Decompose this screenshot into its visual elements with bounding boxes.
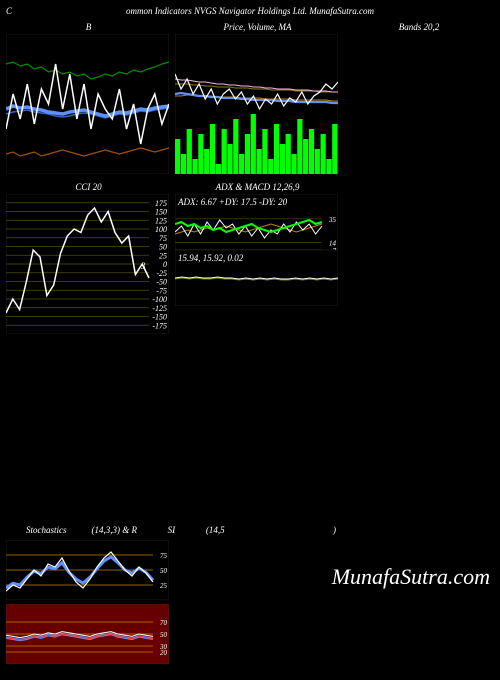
svg-text:-25: -25 — [156, 269, 167, 278]
header-center: ommon Indicators NVGS Navigator Holdings… — [126, 6, 374, 16]
svg-text:7: 7 — [333, 247, 337, 250]
title-adx-macd: ADX & MACD 12,26,9 — [175, 180, 340, 194]
svg-text:20: 20 — [160, 649, 168, 657]
svg-text:25: 25 — [159, 251, 167, 260]
watermark: MunafaSutra.com — [332, 564, 490, 590]
svg-text:ADX: 6.67 +DY: 17.5 -DY: 20: ADX: 6.67 +DY: 17.5 -DY: 20 — [177, 197, 288, 207]
svg-text:175: 175 — [155, 199, 167, 208]
svg-text:50: 50 — [160, 631, 168, 639]
panel-adx-macd: ADX & MACD 12,26,9 ADX: 6.67 +DY: 17.5 -… — [175, 180, 340, 334]
chart-bbands — [6, 34, 169, 174]
panel-bands2: Bands 20,2 — [344, 20, 494, 174]
chart-rsi: 70503020 — [6, 604, 169, 664]
svg-text:-150: -150 — [152, 313, 167, 322]
svg-text:25: 25 — [160, 582, 168, 590]
title-bbands: B — [6, 20, 171, 34]
chart-stoch: 75 50 25 — [6, 540, 169, 600]
svg-text:150: 150 — [155, 208, 167, 217]
svg-text:50: 50 — [160, 567, 168, 575]
svg-text:-75: -75 — [156, 286, 167, 295]
svg-text:70: 70 — [160, 619, 168, 627]
svg-text:75: 75 — [159, 234, 167, 243]
header-left: C — [6, 6, 12, 16]
chart-adx: ADX: 6.67 +DY: 17.5 -DY: 20 35 147 — [175, 194, 338, 250]
panel-bbands: B — [6, 20, 171, 174]
title-rsi: SI — [137, 525, 206, 535]
panel-cci: CCI 20 1751501251007550250-25-50-75-100-… — [6, 180, 171, 334]
svg-text:3: 3 — [140, 261, 146, 271]
svg-text:35: 35 — [328, 216, 337, 224]
title-bands2: Bands 20,2 — [344, 20, 494, 34]
panel-empty-r2 — [344, 180, 494, 334]
svg-text:125: 125 — [155, 216, 167, 225]
svg-text:-100: -100 — [152, 295, 167, 304]
title-stoch: Stochastics — [26, 525, 72, 535]
svg-text:75: 75 — [160, 552, 168, 560]
svg-text:50: 50 — [159, 243, 167, 252]
svg-text:0: 0 — [163, 260, 167, 269]
svg-text:100: 100 — [155, 225, 167, 234]
chart-cci: 1751501251007550250-25-50-75-100-125-150… — [6, 194, 169, 334]
svg-text:-175: -175 — [152, 321, 167, 330]
title-rsi-params: (14,5 — [206, 525, 260, 535]
title-stoch-params: (14,3,3) & R — [72, 525, 137, 535]
title-rsi-close: ) — [259, 525, 336, 535]
bottom-titles: Stochastics (14,3,3) & R SI (14,5 ) — [6, 525, 336, 535]
title-price: Price, Volume, MA — [175, 20, 340, 34]
svg-text:-50: -50 — [156, 278, 167, 287]
title-cci: CCI 20 — [6, 180, 171, 194]
svg-text:14: 14 — [329, 239, 337, 247]
chart-macd: 15.94, 15.92, 0.02 — [175, 250, 338, 306]
panel-price: Price, Volume, MA — [175, 20, 340, 174]
svg-text:15.94, 15.92, 0.02: 15.94, 15.92, 0.02 — [178, 253, 244, 263]
svg-text:-125: -125 — [152, 304, 167, 313]
chart-price — [175, 34, 338, 174]
